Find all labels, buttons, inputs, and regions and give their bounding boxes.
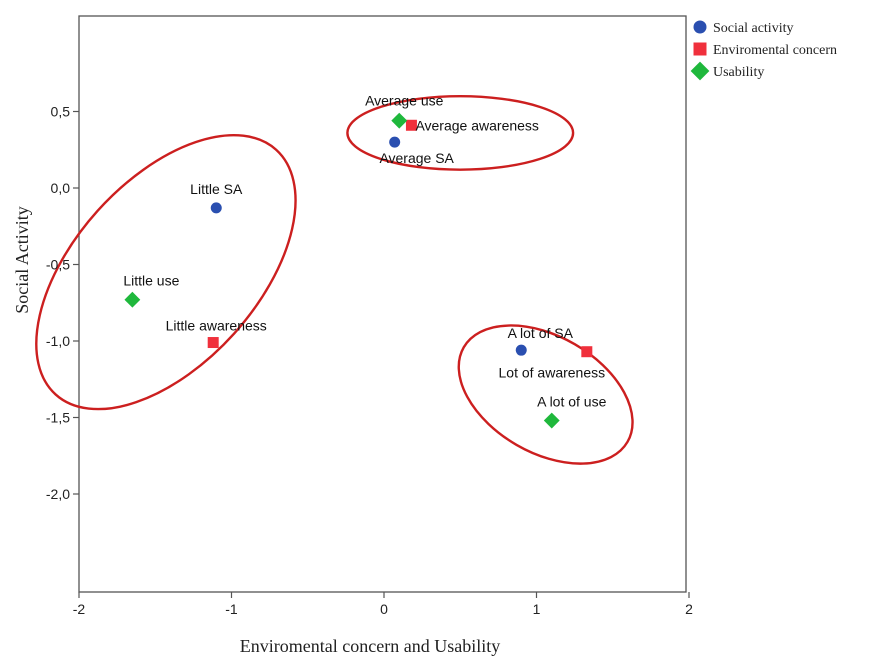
point-little-use <box>124 291 141 308</box>
point-lot-of-awareness <box>581 346 593 358</box>
point-a-lot-of-sa <box>515 344 527 356</box>
y-axis-label: Social Activity <box>12 206 32 314</box>
x-tick-label: 2 <box>685 601 693 617</box>
x-tick-label: -1 <box>225 601 238 617</box>
label-average-use: Average use <box>365 93 444 109</box>
cluster-ellipse-3 <box>457 324 634 465</box>
cluster-ellipse-1 <box>35 134 297 411</box>
point-little-sa <box>210 202 222 214</box>
legend-label-enviromental-concern: Enviromental concern <box>713 43 837 58</box>
legend: Social activity Enviromental concern Usabi… <box>690 20 837 81</box>
y-tick-label: 0,5 <box>51 104 71 120</box>
legend-marker-social-activity <box>693 20 707 34</box>
label-average-awareness: Average awareness <box>415 117 538 133</box>
x-axis-label: Enviromental concern and Usability <box>240 636 500 656</box>
label-a-lot-of-use: A lot of use <box>537 394 606 410</box>
data-points <box>124 112 593 429</box>
point-average-use <box>391 112 408 129</box>
legend-label-usability: Usability <box>713 65 764 80</box>
point-labels: Little SA Average SA A lot of SA Little awa… <box>123 93 606 410</box>
legend-marker-usability <box>690 61 710 81</box>
x-tick-label: -2 <box>73 601 86 617</box>
label-little-use: Little use <box>123 273 179 289</box>
legend-label-social-activity: Social activity <box>713 21 793 36</box>
label-a-lot-of-sa: A lot of SA <box>508 325 574 341</box>
y-tick-label: 0,0 <box>51 180 71 196</box>
point-average-awareness <box>405 119 417 131</box>
point-little-awareness <box>207 337 219 349</box>
cluster-ellipse-2 <box>346 94 575 171</box>
point-a-lot-of-use <box>543 412 560 429</box>
y-tick-label: -2,0 <box>46 486 70 502</box>
y-tick-label: -1,0 <box>46 333 70 349</box>
label-little-awareness: Little awareness <box>166 318 267 334</box>
x-tick-label: 0 <box>380 601 388 617</box>
y-tick-label: -0,5 <box>46 257 70 273</box>
plot-frame <box>78 15 687 593</box>
x-axis-ticks: -2 -1 0 1 2 <box>73 592 693 617</box>
x-tick-label: 1 <box>533 601 541 617</box>
cluster-ellipses <box>35 94 634 465</box>
label-lot-of-awareness: Lot of awareness <box>499 365 606 381</box>
label-little-sa: Little SA <box>190 181 243 197</box>
point-average-sa <box>389 136 401 148</box>
y-axis-ticks: 0,5 0,0 -0,5 -1,0 -1,5 -2,0 <box>46 104 79 502</box>
y-tick-label: -1,5 <box>46 410 70 426</box>
legend-marker-enviromental-concern <box>693 42 707 56</box>
label-average-sa: Average SA <box>379 150 454 166</box>
